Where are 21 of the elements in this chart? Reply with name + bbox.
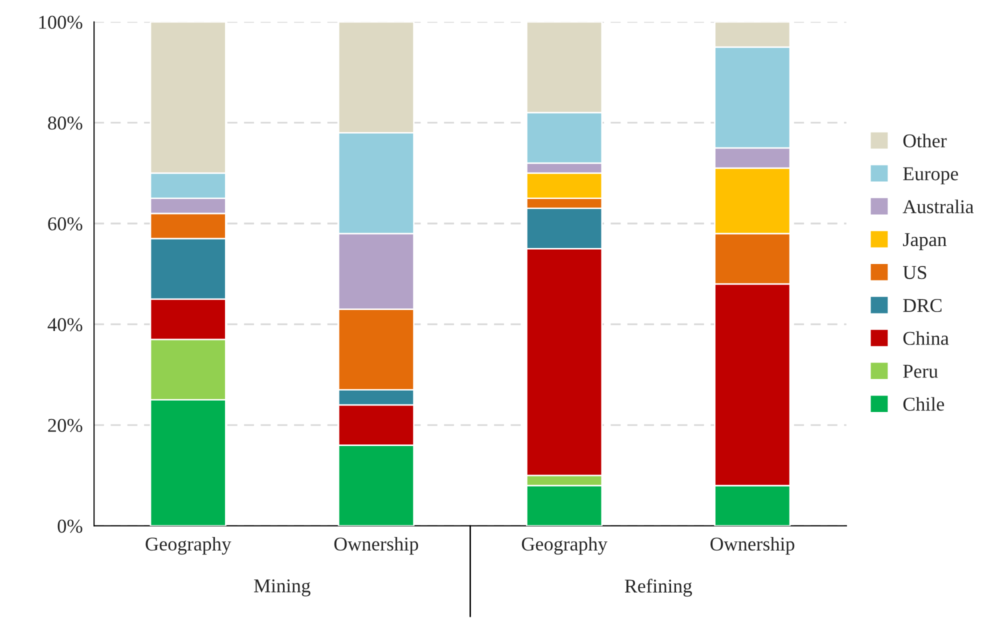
legend-label: US	[902, 266, 926, 280]
y-tick-label: 0%	[58, 520, 82, 533]
legend-label: Australia	[902, 200, 974, 214]
y-tick-label: 20%	[48, 418, 82, 432]
x-tick-label: Geography	[522, 536, 608, 555]
legend-label: China	[903, 331, 949, 345]
legend-label: Other	[903, 134, 947, 148]
y-tick-label: 60%	[48, 217, 82, 230]
text: Refining	[624, 578, 692, 597]
x-tick-label: Geography	[146, 536, 232, 555]
legend-label: Europe	[903, 167, 958, 184]
legend-label: Chile	[903, 397, 944, 411]
y-tick-label: 100%	[39, 16, 82, 29]
legend-label: Japan	[902, 233, 947, 250]
y-tick-label: 40%	[48, 318, 82, 332]
text: Mining	[254, 579, 310, 596]
x-tick-label: Ownership	[334, 536, 418, 555]
x-tick-label: Ownership	[710, 536, 794, 555]
legend-label: DRC	[903, 298, 942, 312]
legend-label: Peru	[903, 364, 938, 378]
y-tick-label: 80%	[48, 116, 82, 130]
